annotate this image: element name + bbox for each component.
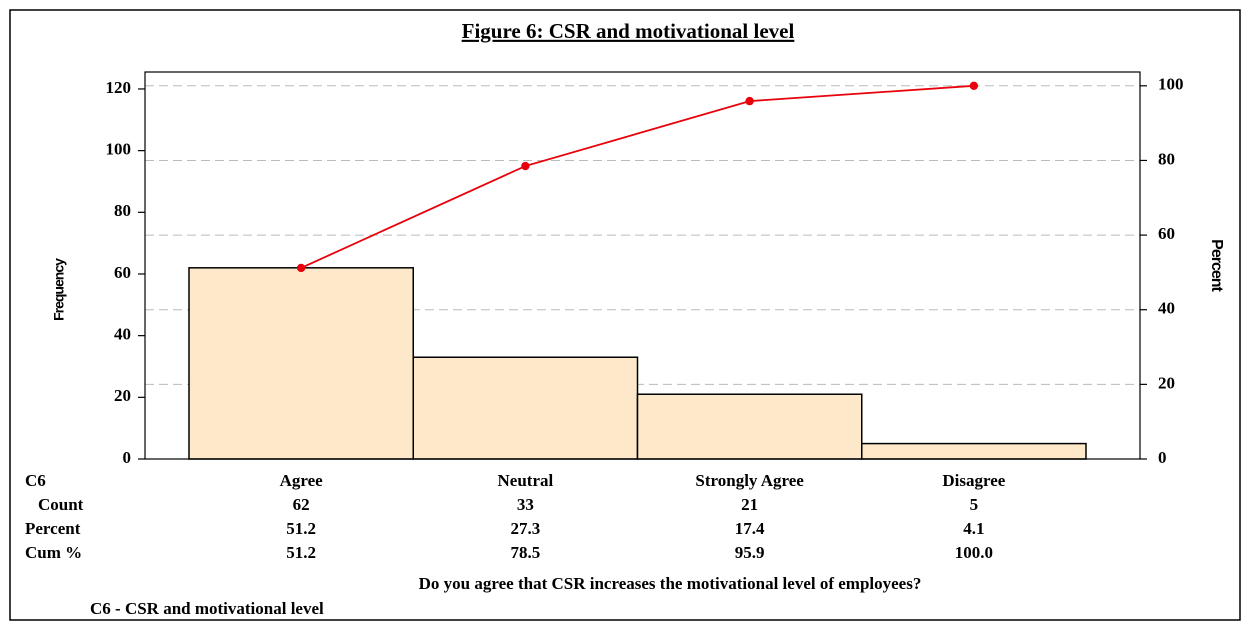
table-value: 33 [517,495,534,514]
x-tick-label: Strongly Agree [695,471,804,490]
x-tick-label: Neutral [498,471,554,490]
table-value: 4.1 [963,519,984,538]
table-value: 100.0 [955,543,993,562]
table-row-label: Count [38,495,84,514]
y2-tick-label: 20 [1158,373,1175,392]
y2-tick-label: 60 [1158,224,1175,243]
x-axis-label: Do you agree that CSR increases the moti… [419,574,922,593]
table-value: 62 [293,495,310,514]
y-tick-label: 100 [106,140,132,159]
cumulative-point [745,96,754,106]
cumulative-point [521,161,530,171]
cumulative-point [296,263,306,273]
x-tick-label: Disagree [942,471,1005,490]
bar [188,267,414,460]
category-header: C6 [25,471,46,490]
table-value: 5 [970,495,979,514]
cumulative-line [300,84,974,269]
table-value: 51.2 [286,543,316,562]
chart-title: Figure 6: CSR and motivational level [462,19,795,43]
plot-frame [144,71,1141,460]
table-value: 51.2 [286,519,316,538]
y-tick-label: 60 [114,263,131,282]
table-value: 27.3 [511,519,541,538]
y-tick-label: 0 [123,448,132,467]
y-tick-label: 80 [114,201,131,220]
y2-tick-label: 40 [1158,299,1175,318]
table-value: 78.5 [511,543,541,562]
y2-tick-label: 0 [1158,448,1167,467]
table-value: 21 [741,495,758,514]
cumulative-point [969,81,979,91]
y-tick-label: 120 [106,78,132,97]
x-tick-label: Agree [280,471,324,490]
table-value: 17.4 [735,519,765,538]
table-row-label: Percent [25,519,81,538]
y-axis-label: Frequency [51,258,67,321]
y2-tick-label: 80 [1158,149,1175,168]
bar [636,393,863,460]
bar [861,442,1087,460]
y-tick-label: 20 [114,386,131,405]
footnote: C6 - CSR and motivational level [90,599,324,618]
bar [412,356,639,460]
y2-tick-label: 100 [1158,75,1184,94]
y-tick-label: 40 [114,325,131,344]
table-row-label: Cum % [25,543,82,562]
y2-axis-label: Percent [1208,239,1225,292]
table-value: 95.9 [735,543,765,562]
